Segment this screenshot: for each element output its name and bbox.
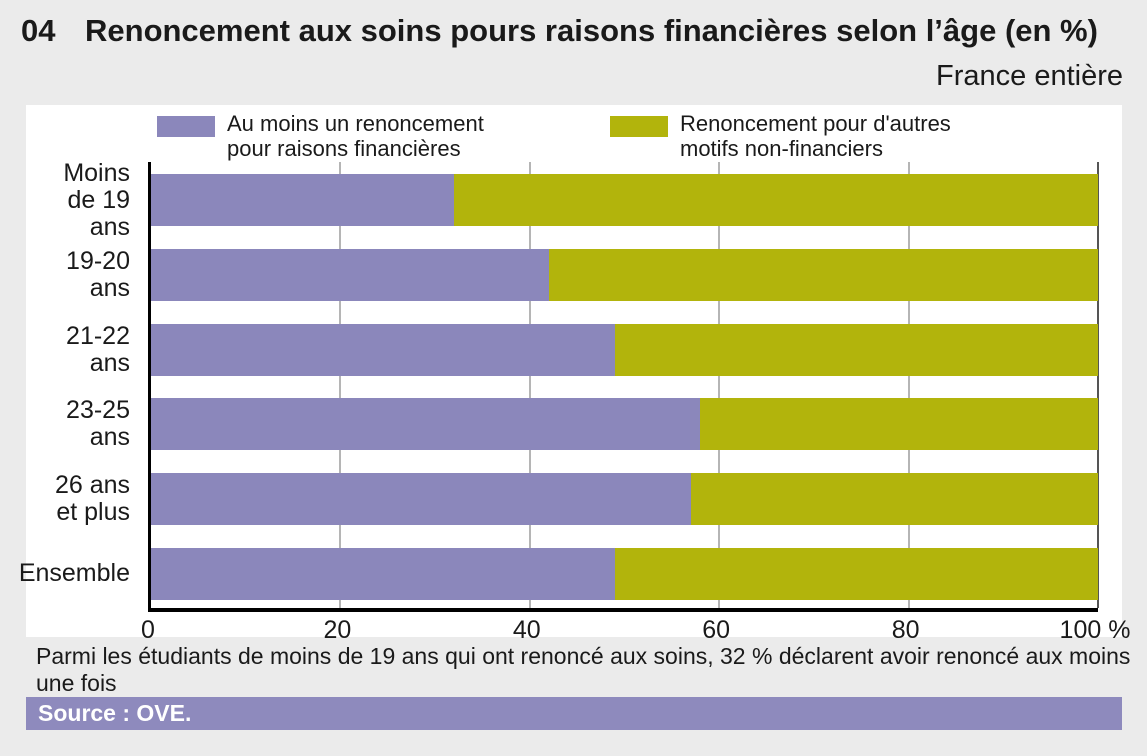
y-axis-category-labels: Moins de 19 ans 19-20 ans 21-22 ans 23-25 an… xyxy=(18,158,138,608)
x-tick-label-100: 100 % xyxy=(1059,616,1131,644)
x-tick-label-80: 80 xyxy=(891,616,920,644)
bar-segment xyxy=(690,473,1098,526)
bar-segment xyxy=(548,248,1098,301)
figure-title: Renoncement aux soins pours raisons fina… xyxy=(85,13,1098,48)
bar-segment xyxy=(700,398,1098,451)
legend-swatch-financial xyxy=(157,116,215,137)
legend-label-financial: Au moins un renoncement pour raisons fina… xyxy=(227,111,484,161)
gridline-100 xyxy=(1097,162,1099,608)
legend-label-non-financial: Renoncement pour d'autres motifs non-fina… xyxy=(680,111,951,161)
source-band: Source : OVE. xyxy=(26,697,1122,730)
bar-row-19-20-ans xyxy=(151,248,1098,301)
bar-row-moins-de-19-ans xyxy=(151,174,1098,226)
category-label-moins-de-19-ans: Moins de 19 ans xyxy=(63,158,130,241)
source-label: Source : OVE. xyxy=(38,700,192,726)
bar-segment xyxy=(615,547,1098,600)
bar-segment xyxy=(151,174,455,226)
figure-number: 04 xyxy=(21,13,56,48)
bar-row-ensemble xyxy=(151,547,1098,600)
gridline-80 xyxy=(907,162,910,608)
bar-row-21-22-ans xyxy=(151,323,1098,376)
x-tick-label-60: 60 xyxy=(702,616,731,644)
plot-area xyxy=(148,162,1099,612)
bar-segment xyxy=(151,323,616,376)
x-axis-tick-labels: 0 20 40 60 80 100 % xyxy=(141,616,1130,646)
bar-segment xyxy=(151,547,616,600)
x-tick-label-0: 0 xyxy=(141,616,155,644)
category-label-26-ans-et-plus: 26 ans et plus xyxy=(54,471,130,527)
figure-subtitle: France entière xyxy=(936,60,1123,92)
bar-row-26-ans-et-plus xyxy=(151,473,1098,526)
bar-row-23-25-ans xyxy=(151,398,1098,451)
category-label-ensemble: Ensemble xyxy=(18,559,130,588)
bar-segment xyxy=(151,398,701,451)
bar-segment xyxy=(151,248,549,301)
gridline-20 xyxy=(339,162,342,608)
category-label-21-22-ans: 21-22 ans xyxy=(66,321,130,377)
gridline-60 xyxy=(718,162,721,608)
bar-rows xyxy=(151,162,1098,608)
bar-segment xyxy=(615,323,1098,376)
gridline-40 xyxy=(528,162,531,608)
category-label-19-20-ans: 19-20 ans xyxy=(66,246,130,302)
bar-segment xyxy=(151,473,691,526)
bar-segment xyxy=(454,174,1098,226)
chart-area: Au moins un renoncement pour raisons fina… xyxy=(18,105,1130,644)
x-tick-label-40: 40 xyxy=(512,616,541,644)
x-tick-label-20: 20 xyxy=(323,616,352,644)
legend-swatch-non-financial xyxy=(610,116,668,137)
category-label-23-25-ans: 23-25 ans xyxy=(66,396,130,452)
